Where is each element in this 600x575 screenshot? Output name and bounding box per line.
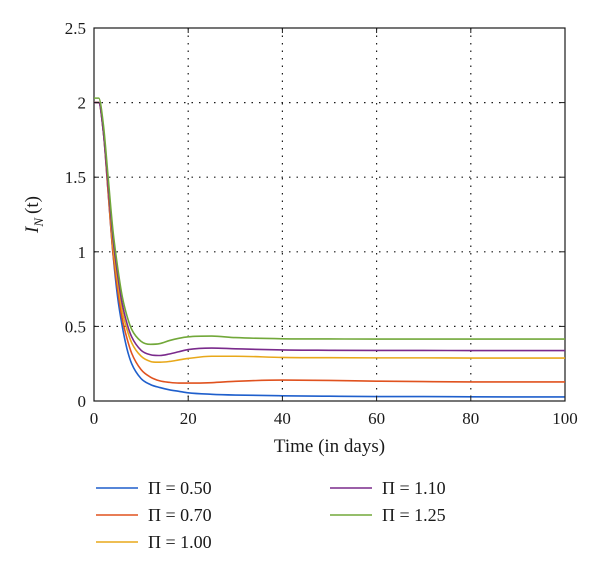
x-tick-label: 0 bbox=[90, 409, 99, 428]
legend-label: Π = 1.00 bbox=[148, 532, 212, 552]
legend-label: Π = 1.10 bbox=[382, 478, 446, 498]
series-line-4 bbox=[94, 101, 565, 357]
series-line-1 bbox=[94, 101, 565, 398]
grid-lines bbox=[94, 28, 565, 401]
y-tick-label: 0.5 bbox=[65, 317, 86, 336]
legend-label: Π = 0.50 bbox=[148, 478, 212, 498]
x-axis: 0 20 40 60 80 100 bbox=[90, 28, 578, 428]
y-axis-label-main: I bbox=[22, 225, 43, 234]
y-axis-label-subscript: N bbox=[31, 217, 46, 228]
y-tick-label: 1.5 bbox=[65, 168, 86, 187]
y-tick-label: 2.5 bbox=[65, 19, 86, 38]
y-tick-label: 0 bbox=[78, 392, 87, 411]
x-tick-label: 80 bbox=[462, 409, 479, 428]
y-axis-label: IN (t) bbox=[22, 196, 46, 234]
series-line-3 bbox=[94, 101, 565, 364]
y-axis: 0 0.5 1 1.5 2 2.5 bbox=[65, 19, 565, 411]
legend-label: Π = 0.70 bbox=[148, 505, 212, 525]
series-line-2 bbox=[94, 101, 565, 384]
series-lines bbox=[94, 97, 565, 398]
legend: Π = 0.50 Π = 0.70 Π = 1.00 Π = 1.10 Π = 1.25 bbox=[96, 478, 446, 552]
plot-area bbox=[93, 27, 566, 402]
series-line-5 bbox=[94, 97, 565, 346]
y-tick-label: 1 bbox=[78, 243, 87, 262]
x-tick-label: 20 bbox=[180, 409, 197, 428]
x-tick-label: 100 bbox=[552, 409, 578, 428]
legend-label: Π = 1.25 bbox=[382, 505, 446, 525]
x-axis-label: Time (in days) bbox=[274, 436, 385, 457]
x-tick-label: 40 bbox=[274, 409, 291, 428]
y-tick-label: 2 bbox=[78, 94, 87, 113]
y-axis-label-tail: (t) bbox=[22, 196, 43, 214]
x-tick-label: 60 bbox=[368, 409, 385, 428]
